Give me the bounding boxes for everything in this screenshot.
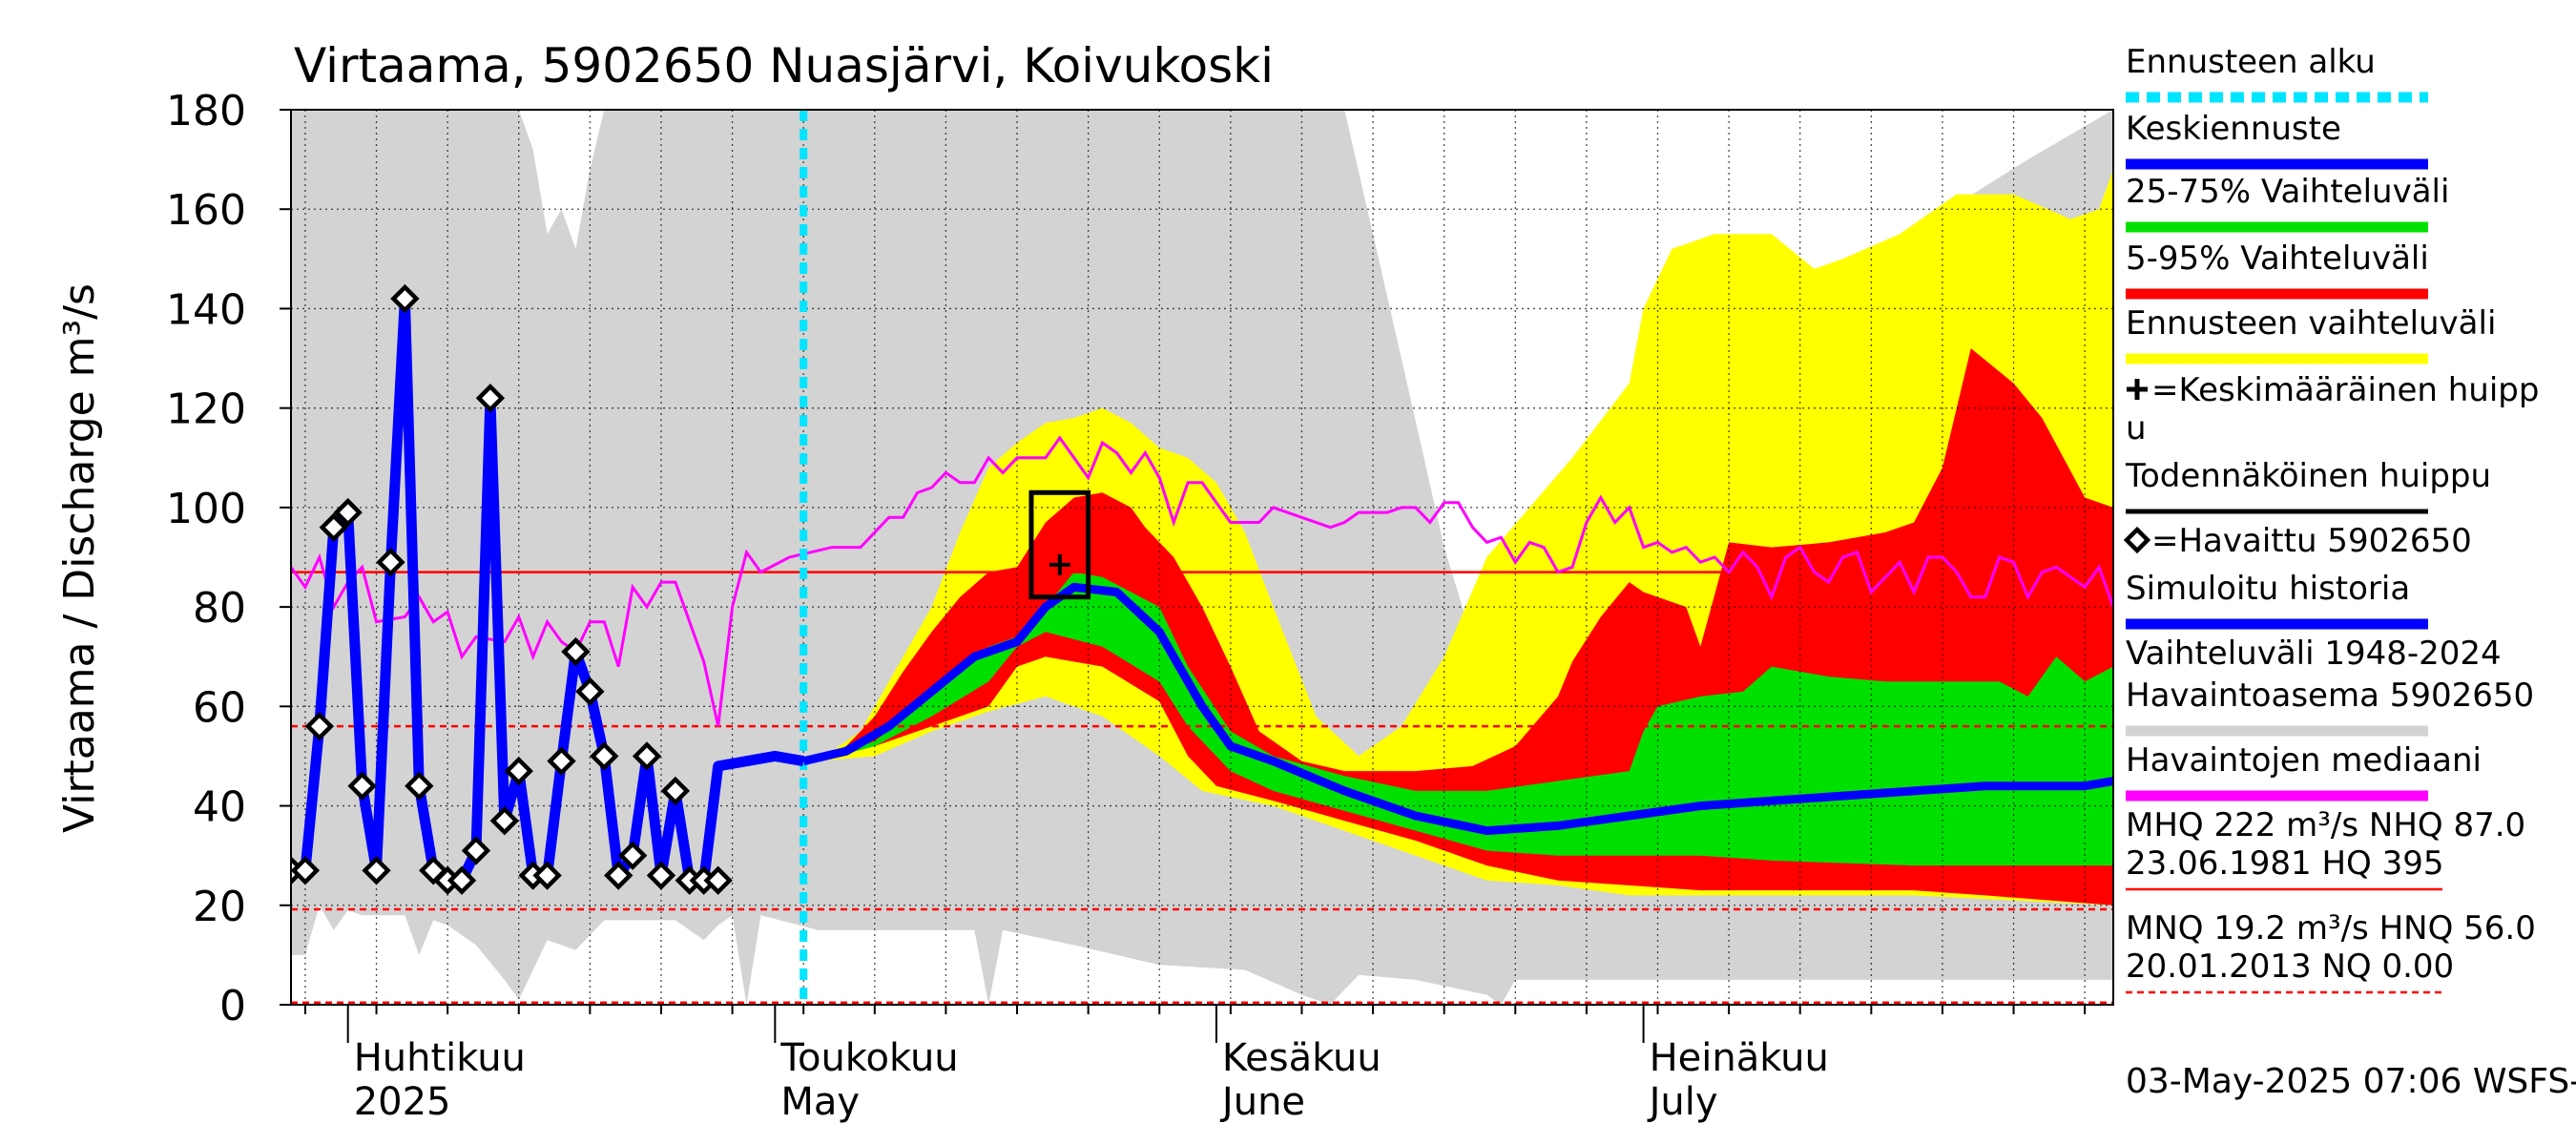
- legend-simulated-history-label: Simuloitu historia: [2126, 570, 2410, 608]
- y-tick-label: 60: [193, 683, 246, 732]
- observed-point: [362, 856, 391, 885]
- y-tick-label: 140: [166, 285, 246, 334]
- y-tick-label: 40: [193, 783, 246, 832]
- y-tick-label: 80: [193, 584, 246, 633]
- observed-point: [504, 756, 533, 786]
- median-series-line: [291, 435, 2113, 727]
- legend-forecast-envelope-label: Ennusteen vaihteluväli: [2126, 304, 2496, 343]
- observed-point: [561, 636, 591, 667]
- observed-point: [475, 384, 506, 413]
- legend-mnq-label: MNQ 19.2 m³/s HNQ 56.0: [2126, 909, 2536, 947]
- legend-median-label: Havaintojen mediaani: [2126, 741, 2482, 780]
- y-tick-label: 120: [166, 385, 246, 434]
- observed-point: [447, 865, 477, 895]
- observed-point: [575, 677, 605, 706]
- observed-point: [617, 841, 648, 870]
- observed-point: [590, 741, 619, 771]
- month-label-en: 2025: [354, 1080, 451, 1124]
- y-tick-label: 20: [193, 883, 246, 931]
- plot-frame: [290, 109, 2114, 1006]
- month-label-fi: Toukokuu: [779, 1036, 958, 1080]
- legend-forecast-start-label: Ennusteen alku: [2126, 43, 2376, 81]
- legend-mnq-date-label: 20.01.2013 NQ 0.00: [2126, 947, 2454, 986]
- y-tick-label: 160: [166, 186, 246, 235]
- legend-mean-peak-cross: [2127, 379, 2148, 400]
- observed-point: [347, 771, 377, 801]
- observed-point: [646, 861, 676, 890]
- y-tick-label: 100: [166, 485, 246, 533]
- band-25-75: [818, 572, 2113, 866]
- legend-band-25-75-label: 25-75% Vaihteluväli: [2126, 173, 2449, 211]
- month-label-en: July: [1647, 1080, 1718, 1124]
- legend-band-5-95-label: 5-95% Vaihteluväli: [2126, 239, 2429, 278]
- observed-point: [489, 806, 520, 836]
- mean-peak-cross: [1049, 553, 1070, 575]
- observed-point: [604, 861, 634, 890]
- y-axis-label: Virtaama / Discharge m³/s: [55, 283, 104, 833]
- observed-point: [390, 283, 420, 314]
- legend-mean-peak-label: =Keskimääräinen huipp: [2151, 371, 2539, 409]
- legend: Ennusteen alku Keskiennuste 25-75% Vaihtel…: [2123, 43, 2539, 994]
- legend-probable-peak-label: Todennäköinen huippu: [2125, 457, 2491, 495]
- observed-point: [319, 512, 348, 542]
- month-label-en: June: [1219, 1080, 1305, 1124]
- y-axis: 0 20 40 60 80 100 120 140 160 180: [166, 87, 291, 1030]
- legend-range-label: Vaihteluväli 1948-2024: [2126, 635, 2502, 673]
- observed-point: [333, 497, 363, 528]
- legend-observed-label: =Havaittu 5902650: [2151, 522, 2472, 560]
- legend-mean-forecast-label: Keskiennuste: [2126, 110, 2341, 148]
- observed-point: [304, 711, 335, 741]
- month-label-fi: Kesäkuu: [1222, 1036, 1381, 1080]
- plot-area: [291, 110, 2113, 1005]
- legend-mhq-date-label: 23.06.1981 HQ 395: [2126, 844, 2444, 883]
- legend-mean-peak-label-cont: u: [2126, 409, 2147, 448]
- simulated-history-line: [291, 293, 805, 886]
- month-label-en: May: [780, 1080, 860, 1124]
- month-label-fi: Huhtikuu: [354, 1036, 526, 1080]
- y-tick-label: 0: [219, 982, 246, 1030]
- legend-station-range-label: Havaintoasema 5902650: [2126, 677, 2534, 715]
- observed-point: [461, 836, 491, 865]
- observed-point: [660, 776, 691, 806]
- observed-point: [376, 548, 405, 577]
- peak-markers: [1028, 489, 1091, 600]
- y-tick-label: 180: [166, 87, 246, 135]
- observed-point: [532, 861, 562, 890]
- legend-mhq-label: MHQ 222 m³/s NHQ 87.0: [2126, 806, 2525, 844]
- probable-peak-box: [1028, 489, 1091, 600]
- mean-forecast-line: [802, 582, 2113, 836]
- observed-point: [632, 741, 662, 771]
- observed-point: [547, 746, 576, 776]
- footer-timestamp: 03-May-2025 07:06 WSFS-O: [2126, 1062, 2576, 1101]
- observed-point: [703, 865, 733, 895]
- month-label-fi: Heinäkuu: [1650, 1036, 1829, 1080]
- chart-title: Virtaama, 5902650 Nuasjärvi, Koivukoski: [294, 38, 1274, 94]
- observed-point: [405, 771, 434, 801]
- series-lines: [291, 110, 2113, 1005]
- observed-point: [291, 856, 321, 885]
- legend-observed-diamond: [2123, 526, 2151, 554]
